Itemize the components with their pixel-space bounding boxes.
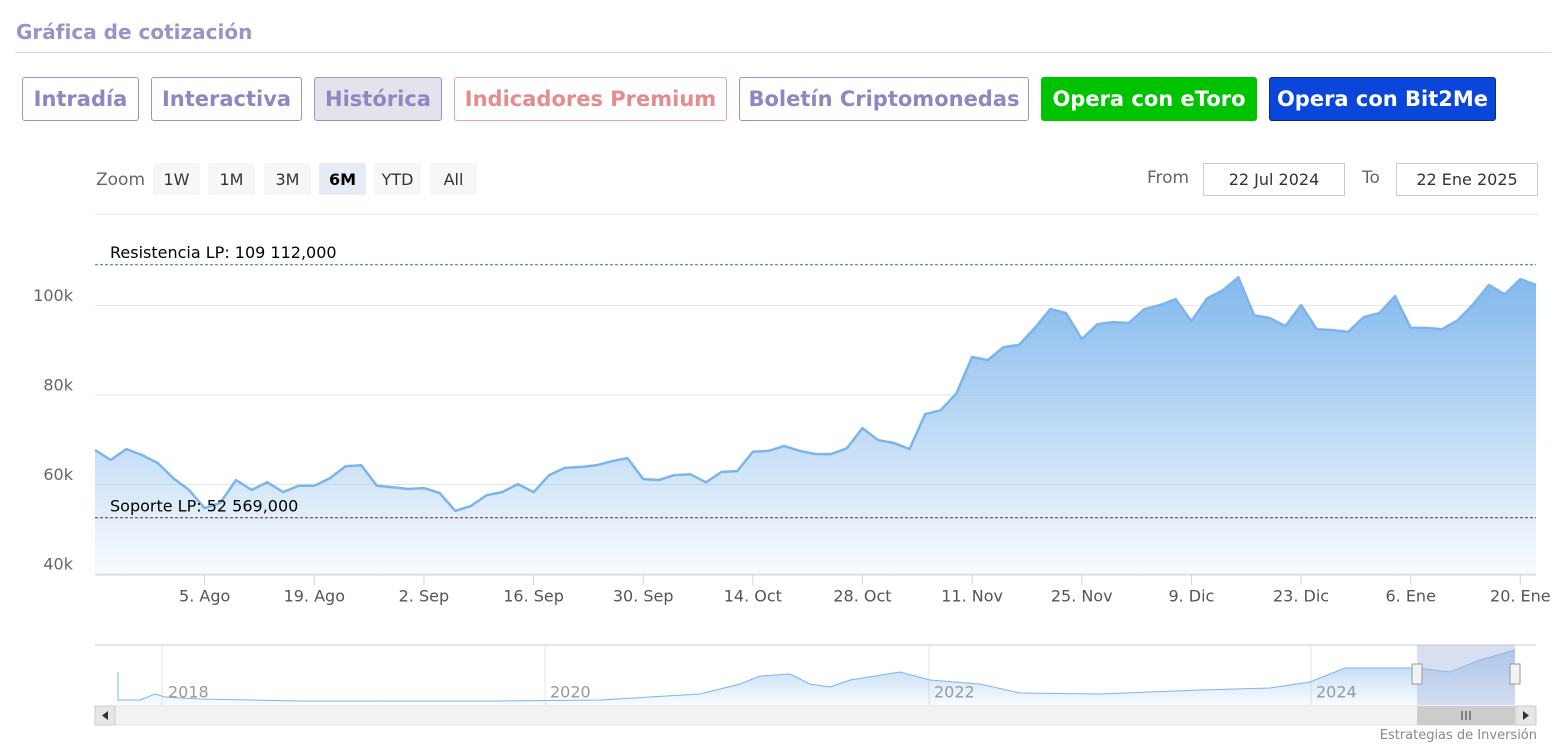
navigator-handle[interactable] (1509, 663, 1521, 685)
zoom-button[interactable]: All (430, 163, 477, 195)
nav-button[interactable]: Indicadores Premium (454, 77, 727, 121)
y-tick-label: 60k (43, 465, 73, 484)
price-line (94, 276, 1537, 513)
navigator[interactable]: 2018 2020 2022 2024 (94, 644, 1537, 726)
zoom-button[interactable]: 6M (319, 163, 366, 195)
x-tick-label: 30. Sep (613, 587, 674, 606)
navigator-handle[interactable] (1411, 663, 1423, 685)
nav-button[interactable]: Intradía (22, 77, 139, 121)
zoom-button[interactable]: YTD (374, 163, 421, 195)
to-label: To (1362, 168, 1380, 188)
navigator-label: 2024 (1316, 683, 1357, 702)
navigator-labels: 2018 2020 2022 2024 (168, 683, 1357, 702)
zoom-label: Zoom (96, 170, 146, 190)
navigator-label: 2022 (934, 683, 975, 702)
x-tick-label: 25. Nov (1051, 587, 1113, 606)
y-tick-label: 80k (43, 376, 73, 395)
nav-button[interactable]: Opera con Bit2Me (1269, 77, 1496, 121)
y-tick-label: 100k (33, 286, 74, 305)
x-tick-label: 11. Nov (941, 587, 1003, 606)
to-input[interactable]: 22 Ene 2025 (1396, 163, 1538, 196)
nav-button[interactable]: Interactiva (151, 77, 302, 121)
from-label: From (1147, 168, 1190, 188)
nav-button[interactable]: Opera con eToro (1041, 77, 1257, 121)
navigator-window[interactable] (1417, 645, 1515, 705)
x-tick-label: 19. Ago (284, 587, 345, 606)
divider (15, 52, 1551, 53)
navigator-line (117, 649, 1516, 702)
from-input[interactable]: 22 Jul 2024 (1203, 163, 1345, 196)
zoom-button[interactable]: 3M (264, 163, 311, 195)
navigator-label: 2020 (550, 683, 591, 702)
section-title: Gráfica de cotización (16, 20, 253, 44)
x-tick-label: 9. Dic (1168, 587, 1214, 606)
nav-button[interactable]: Boletín Criptomonedas (739, 77, 1029, 121)
scrollbar-track[interactable] (94, 705, 1537, 726)
axes: 40k 60k 80k 100k 5. Ago 19. Ago 2. Sep 16. Sep 3… (33, 286, 1550, 606)
x-tick-label: 5. Ago (179, 587, 230, 606)
x-tick-label: 14. Oct (724, 587, 782, 606)
credit: Estrategias de Inversión (1379, 728, 1537, 743)
series: Resistencia LP: 109 112,000 Soporte LP: 5… (94, 243, 1537, 574)
x-tick-label: 6. Ene (1385, 587, 1435, 606)
x-tick-label: 2. Sep (399, 587, 450, 606)
arrow (1523, 711, 1529, 720)
x-tick-label: 20. Ene (1490, 587, 1551, 606)
x-tick-label: 28. Oct (833, 587, 891, 606)
x-tick-label: 23. Dic (1273, 587, 1329, 606)
y-tick-label: 40k (43, 555, 73, 574)
grip (1461, 711, 1471, 720)
navigator-area (118, 650, 1515, 705)
x-tick-label: 16. Sep (503, 587, 564, 606)
plot-line-label: Resistencia LP: 109 112,000 (110, 243, 337, 262)
zoom-button[interactable]: 1M (208, 163, 255, 195)
nav-button[interactable]: Histórica (314, 77, 442, 121)
area-fill (95, 277, 1536, 574)
plot-line-label: Soporte LP: 52 569,000 (110, 496, 298, 515)
zoom-button[interactable]: 1W (153, 163, 200, 195)
navigator-label: 2018 (168, 683, 209, 702)
arrow (102, 711, 108, 720)
